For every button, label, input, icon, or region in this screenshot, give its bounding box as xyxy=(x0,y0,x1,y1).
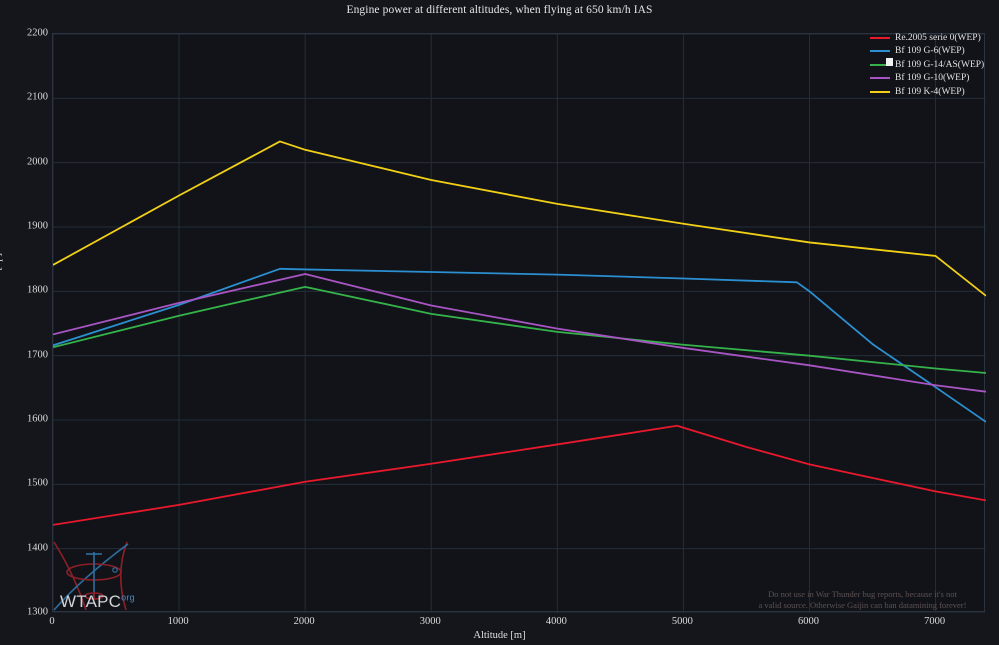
x-axis-title: Altitude [m] xyxy=(473,630,526,641)
x-axis-tick-label: 5000 xyxy=(671,616,693,627)
x-axis-tick-label: 0 xyxy=(49,616,55,627)
wtapc-plane-logo-icon xyxy=(53,541,129,611)
plot-svg xyxy=(53,34,986,613)
watermark-suffix: org xyxy=(121,592,135,603)
legend-item[interactable]: Re.2005 serie 0(WEP) xyxy=(870,31,990,45)
x-axis-tick-label: 7000 xyxy=(924,616,946,627)
disclaimer-note: Do not use in War Thunder bug reports, b… xyxy=(735,589,990,611)
legend-item-label: Bf 109 K-4(WEP) xyxy=(895,86,965,97)
disclaimer-line-2: a valid source. Otherwise Gaijin can ban… xyxy=(758,600,967,610)
legend: Re.2005 serie 0(WEP) Bf 109 G-6(WEP) Bf 10… xyxy=(870,31,990,99)
legend-color-swatch xyxy=(870,50,890,53)
watermark-name: WTAPC xyxy=(60,592,122,611)
y-axis-title: Power [hp] xyxy=(0,253,3,300)
page-title: Engine power at different altitudes, whe… xyxy=(346,4,653,16)
x-axis-tick-label: 1000 xyxy=(167,616,189,627)
y-axis-tick-label: 2000 xyxy=(27,156,48,168)
legend-item[interactable]: Bf 109 G-6(WEP) xyxy=(870,45,990,59)
legend-item-label: Bf 109 G-14/AS(WEP) xyxy=(895,59,985,70)
y-axis-labels: 1300 1400 1500 1600 1700 1800 1900 2000 2100 2200 xyxy=(0,28,48,618)
legend-item[interactable]: Bf 109 K-4(WEP) xyxy=(870,85,990,99)
series-line xyxy=(53,285,986,374)
x-axis-labels: 0 1000 2000 3000 4000 5000 6000 7000 xyxy=(49,616,985,632)
legend-color-swatch xyxy=(870,90,890,93)
series-line xyxy=(53,424,986,526)
legend-item-label: Bf 109 G-6(WEP) xyxy=(895,46,965,57)
y-axis-tick-label: 1600 xyxy=(27,413,48,425)
cursor-artifact xyxy=(886,58,893,66)
y-axis-tick-label: 1500 xyxy=(27,477,48,489)
series-line xyxy=(53,140,986,297)
legend-color-swatch xyxy=(870,63,890,66)
x-axis-tick-label: 2000 xyxy=(293,616,315,627)
y-axis-tick-label: 2200 xyxy=(27,27,48,39)
watermark-text: WTAPCorg xyxy=(60,592,135,612)
x-axis-tick-label: 4000 xyxy=(545,616,567,627)
x-axis-tick-label: 6000 xyxy=(797,616,819,627)
y-axis-tick-label: 1900 xyxy=(27,220,48,232)
disclaimer-line-1: Do not use in War Thunder bug reports, b… xyxy=(768,589,957,599)
y-axis-tick-label: 1800 xyxy=(27,284,48,296)
x-axis-tick-label: 3000 xyxy=(419,616,441,627)
y-axis-tick-label: 1400 xyxy=(27,542,48,554)
y-axis-tick-label: 1700 xyxy=(27,349,48,361)
legend-item-label: Bf 109 G-10(WEP) xyxy=(895,73,970,84)
legend-color-swatch xyxy=(870,36,890,39)
legend-color-swatch xyxy=(870,77,890,80)
series-line xyxy=(53,273,986,393)
y-axis-tick-label: 1300 xyxy=(27,606,48,618)
plot-area xyxy=(52,33,986,613)
legend-item[interactable]: Bf 109 G-14/AS(WEP) xyxy=(870,58,990,72)
series-line xyxy=(53,267,986,423)
watermark: WTAPCorg xyxy=(52,540,172,612)
legend-item-label: Re.2005 serie 0(WEP) xyxy=(895,32,981,43)
legend-item[interactable]: Bf 109 G-10(WEP) xyxy=(870,72,990,86)
y-axis-tick-label: 2100 xyxy=(27,91,48,103)
